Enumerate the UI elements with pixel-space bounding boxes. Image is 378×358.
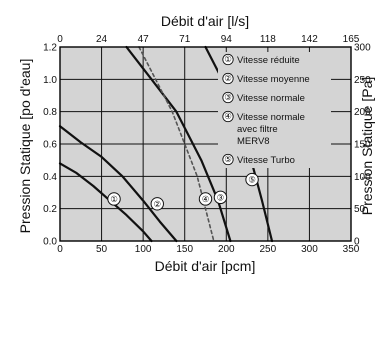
legend-marker-circle [222,153,234,166]
x-axis-top-ticks: 0 24 47 71 94 118 142 165 [57,34,360,45]
series-line-4 [138,46,215,242]
legend-label: MERV8 [237,136,270,147]
x-tick-label-top: 24 [96,34,108,45]
y-tick-label-left: 0.2 [43,204,57,215]
x-tick-label-bottom: 300 [301,244,318,255]
x-axis-top-title: Débit d'air [l/s] [161,13,249,29]
legend-label: Vitesse normale [237,112,305,123]
x-axis-bottom-ticks: 0 50 100 150 200 250 300 350 [57,244,360,255]
legend-marker-circle [222,53,234,66]
x-axis-bottom-title: Débit d'air [pcm] [155,258,256,274]
y-tick-label-right: 100 [354,172,371,183]
y-tick-label-left: 0.4 [43,172,57,183]
legend-marker-circle [222,110,234,123]
series-marker-circle [245,172,259,187]
legend-marker-number: ④ [224,111,232,121]
legend: ① Vitesse réduite ② Vitesse moyenne ③ Vitesse… [218,52,331,168]
y-axis-left-ticks: 0.0 0.2 0.4 0.6 0.8 1.0 1.2 [43,43,57,248]
series-line-2 [58,125,178,243]
legend-entry-5: ⑤ Vitesse Turbo [222,153,295,166]
y-tick-label-right: 0 [354,237,360,248]
y-tick-label-left: 0.0 [43,237,57,248]
series-marker-number: ⑤ [248,175,256,185]
series-marker-4: ④ [198,192,213,206]
series-marker-3: ③ [213,190,228,205]
y-tick-label-left: 1.0 [43,75,57,86]
x-tick-label-top: 165 [343,34,360,45]
y-axis-right-title: Pression Statique [Pa] [359,77,375,216]
series-marker-2: ② [150,197,164,211]
series-marker-5: ⑤ [245,172,259,187]
x-tick-label-bottom: 150 [176,244,193,255]
series-marker-number: ② [153,199,161,209]
legend-entry-1: ① Vitesse réduite [222,53,300,66]
series-marker-circle [198,192,213,206]
x-tick-label-bottom: 250 [260,244,277,255]
x-tick-label-bottom: 100 [135,244,152,255]
y-tick-label-right: 250 [354,75,371,86]
legend-marker-number: ① [224,54,232,64]
series-marker-number: ④ [202,194,210,204]
x-tick-label-top: 118 [260,34,276,45]
legend-marker-circle [222,91,234,104]
y-axis-left-title: Pression Statique [po d'eau] [17,59,33,234]
y-axis-right-ticks: 0 50 100 150 200 250 300 [354,43,371,248]
legend-marker-number: ③ [224,92,232,102]
legend-marker-number: ② [224,73,232,83]
series-marker-circle [150,197,164,211]
x-tick-label-bottom: 200 [218,244,235,255]
legend-marker-number: ⑤ [224,154,232,164]
legend-label: Vitesse réduite [237,55,300,66]
y-tick-label-left: 0.8 [43,107,57,118]
x-tick-label-bottom: 50 [96,244,108,255]
x-tick-label-top: 94 [221,34,233,45]
x-tick-label-bottom: 0 [57,244,63,255]
series-marker-number: ③ [217,192,225,202]
x-tick-label-top: 0 [57,34,63,45]
series-line-3 [125,45,232,243]
series-markers: ① ② ③④ ⑤ [107,172,259,211]
y-tick-label-right: 50 [354,204,366,215]
legend-label: Vitesse normale [237,93,305,104]
legend-label: avec filtre [237,124,278,135]
y-tick-label-right: 200 [354,107,371,118]
series-marker-number: ① [110,194,118,204]
x-tick-label-top: 47 [138,34,150,45]
legend-label: Vitesse Turbo [237,155,295,166]
series-marker-circle [213,190,228,205]
x-tick-label-bottom: 350 [343,244,360,255]
legend-box [218,52,331,168]
series-marker-1: ① [107,192,121,206]
legend-label: Vitesse moyenne [237,74,310,85]
y-tick-label-right: 300 [354,43,371,54]
legend-marker-circle [222,72,234,85]
y-tick-label-left: 1.2 [43,43,57,54]
series-marker-circle [107,192,121,206]
y-tick-label-right: 150 [354,140,371,151]
x-tick-label-top: 71 [179,34,191,45]
plot-frame [59,46,352,242]
legend-entry-2: ② Vitesse moyenne [222,72,310,85]
legend-entry-3: ③ Vitesse normale [222,91,305,104]
y-tick-label-left: 0.6 [43,140,57,151]
x-tick-label-top: 142 [301,34,318,45]
